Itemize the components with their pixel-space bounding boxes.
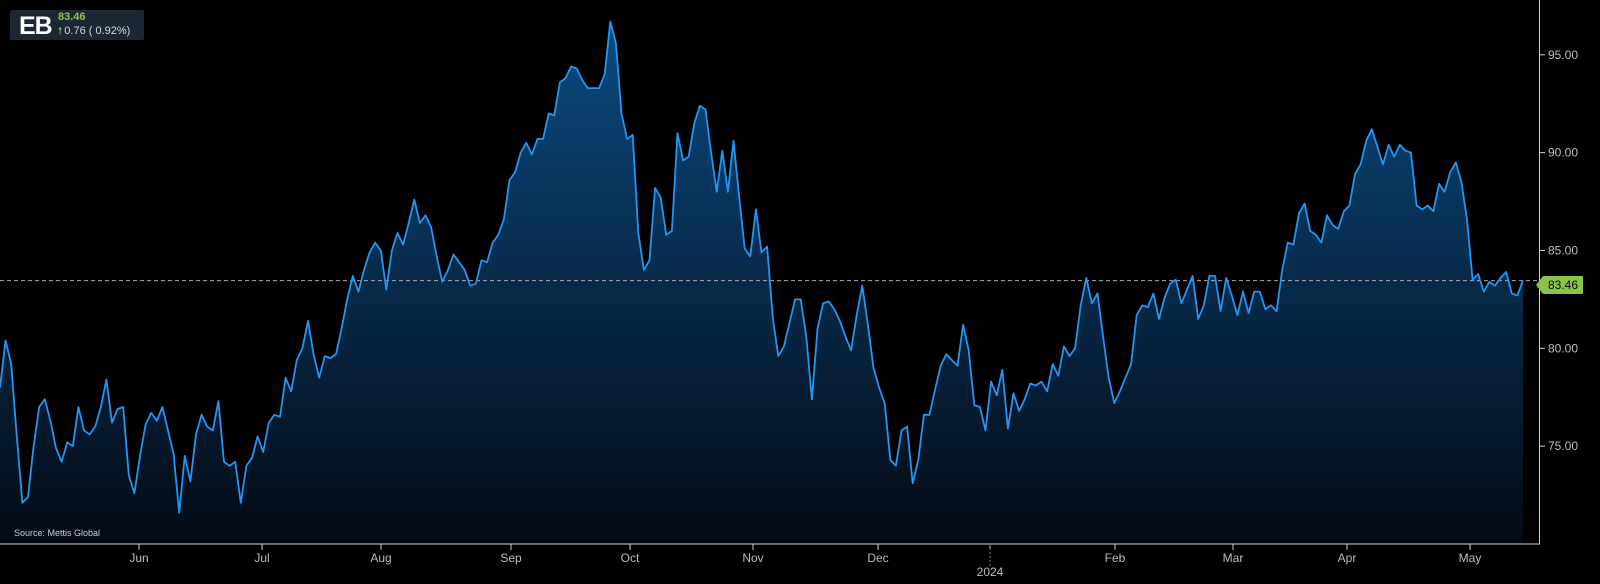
y-tick-label: 95.00 [1548,48,1578,62]
price-area [0,21,1523,544]
y-tick-label: 85.00 [1548,243,1578,257]
x-tick-label: 2024 [977,565,1004,579]
x-tick-label: Aug [370,551,391,565]
last-price-tag: 83.46 [1536,276,1583,294]
x-tick-label: Oct [621,551,640,565]
ticker-symbol: EB [19,12,53,40]
x-tick-label: Dec [867,551,888,565]
x-tick-label: Mar [1223,551,1244,565]
x-tick-label: Feb [1105,551,1126,565]
x-tick-label: Jul [254,551,269,565]
y-tick-label: 90.00 [1548,146,1578,160]
source-label: Source: Mettis Global [14,528,101,538]
x-tick-label: Sep [500,551,522,565]
y-tick-label: 75.00 [1548,439,1578,453]
ticker-change-value: 0.76 ( 0.92%) [64,25,131,37]
up-arrow-icon: 🠕 [58,26,63,37]
x-tick-label: Nov [742,551,763,565]
x-tick-label: Jun [129,551,148,565]
x-tick-label: Apr [1338,551,1357,565]
ticker-box: EB 83.46 🠕 0.76 ( 0.92%) [10,10,144,40]
ticker-change: 🠕 0.76 ( 0.92%) [58,24,130,41]
y-tick-label: 80.00 [1548,341,1578,355]
x-tick-label: May [1459,551,1482,565]
y-axis-ticks: 75.00 80.00 85.00 90.00 95.00 [1539,48,1578,453]
price-line [0,20,1524,514]
ticker-price: 83.46 [58,11,86,23]
x-axis-ticks: Jun Jul Aug Sep Oct Nov Dec 2024 Feb Mar Apr May [129,544,1481,579]
